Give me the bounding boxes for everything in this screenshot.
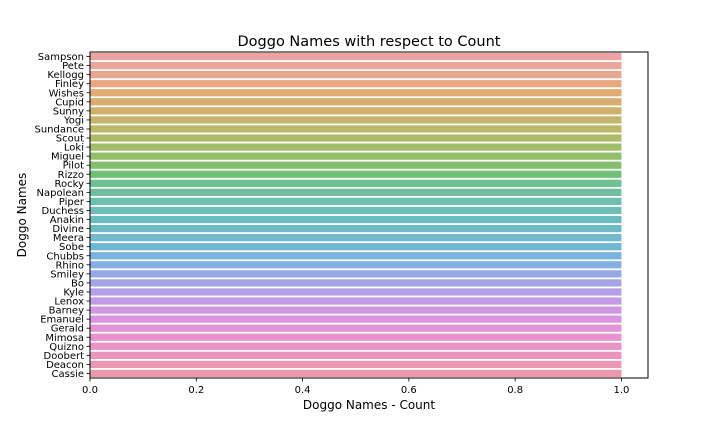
y-tick-label: Cassie xyxy=(52,369,84,380)
bar-duchess xyxy=(90,206,622,215)
bar-smiley xyxy=(90,270,622,278)
y-tick-label: Miguel xyxy=(51,152,84,163)
y-tick-label: Sundance xyxy=(35,124,85,135)
bar-barney xyxy=(90,306,622,314)
y-tick-label: Mimosa xyxy=(45,333,84,344)
y-tick-label: Kyle xyxy=(63,287,84,298)
bar-scout xyxy=(90,134,622,142)
bar-deacon xyxy=(90,360,622,369)
bar-piper xyxy=(90,197,622,206)
bar-rizzo xyxy=(90,170,622,178)
y-tick-label: Smiley xyxy=(50,269,84,280)
y-tick-label: Rocky xyxy=(55,179,85,190)
y-tick-label: Doobert xyxy=(44,351,85,362)
bar-mimosa xyxy=(90,333,622,341)
y-tick-label: Barney xyxy=(49,306,84,317)
y-tick-label: Bo xyxy=(71,278,84,289)
y-tick-label: Sobe xyxy=(59,242,84,253)
y-axis-label: Doggo Names xyxy=(15,173,29,258)
y-tick-label: Piper xyxy=(59,197,85,208)
bar-chubbs xyxy=(90,252,622,260)
y-tick-label: Scout xyxy=(56,134,84,145)
x-tick-label: 0.6 xyxy=(401,385,417,396)
bar-anakin xyxy=(90,215,622,224)
bar-sundance xyxy=(90,125,622,133)
bar-emanuel xyxy=(90,315,622,323)
y-tick-label: Duchess xyxy=(42,206,84,217)
bar-loki xyxy=(90,143,622,151)
x-tick-label: 0.0 xyxy=(82,385,98,396)
y-tick-label: Divine xyxy=(52,224,84,235)
bars-group xyxy=(90,52,622,378)
bar-bo xyxy=(90,279,622,287)
y-tick-label: Rhino xyxy=(55,260,84,271)
bar-lenox xyxy=(90,297,622,305)
y-tick-label: Quizno xyxy=(49,342,84,353)
y-tick-label: Anakin xyxy=(50,215,84,226)
bar-cupid xyxy=(90,98,622,106)
y-tick-label: Pilot xyxy=(63,161,84,172)
y-tick-label: Loki xyxy=(64,143,84,154)
y-tick-label: Emanuel xyxy=(40,315,84,326)
bar-gerald xyxy=(90,324,622,332)
y-tick-label: Finley xyxy=(55,79,84,90)
bar-yogi xyxy=(90,116,622,124)
x-tick-label: 0.8 xyxy=(507,385,523,396)
y-tick-label: Kellogg xyxy=(47,70,84,81)
bar-sobe xyxy=(90,243,622,251)
bar-napolean xyxy=(90,188,622,196)
x-axis-ticks: 0.0 0.2 0.4 0.6 0.8 1.0 xyxy=(82,378,629,396)
y-tick-label: Wishes xyxy=(49,88,84,99)
y-tick-label: Rizzo xyxy=(58,170,84,181)
bar-cassie xyxy=(90,369,622,378)
y-tick-label: Sampson xyxy=(38,52,84,63)
y-tick-label: Yogi xyxy=(63,115,84,126)
bar-meera xyxy=(90,234,622,242)
x-axis-label: Doggo Names - Count xyxy=(303,398,436,412)
y-tick-label: Cupid xyxy=(55,97,84,108)
chart-title: Doggo Names with respect to Count xyxy=(238,34,501,50)
y-tick-label: Chubbs xyxy=(46,251,84,262)
y-tick-label: Napolean xyxy=(37,188,84,199)
y-tick-label: Gerald xyxy=(51,324,84,335)
x-tick-label: 1.0 xyxy=(613,385,629,396)
x-tick-label: 0.4 xyxy=(295,385,311,396)
y-tick-label: Sunny xyxy=(53,106,84,117)
y-tick-label: Deacon xyxy=(46,360,84,371)
bar-quizno xyxy=(90,342,622,350)
bar-rhino xyxy=(90,261,622,269)
bar-finley xyxy=(90,80,622,88)
bar-pete xyxy=(90,61,622,70)
bar-miguel xyxy=(90,152,622,160)
y-tick-label: Lenox xyxy=(54,297,84,308)
y-tick-label: Meera xyxy=(53,233,84,244)
bar-sunny xyxy=(90,107,622,115)
bar-sampson xyxy=(90,52,622,61)
plot-frame xyxy=(89,51,649,379)
bar-doobert xyxy=(90,351,622,359)
bar-kyle xyxy=(90,288,622,296)
y-tick-label: Pete xyxy=(62,61,84,72)
x-tick-label: 0.2 xyxy=(188,385,204,396)
bar-pilot xyxy=(90,161,622,169)
y-axis-ticks: SampsonPeteKelloggFinleyWishesCupidSunny… xyxy=(35,52,90,380)
bar-kellogg xyxy=(90,71,622,79)
bar-wishes xyxy=(90,89,622,97)
bar-divine xyxy=(90,224,622,233)
bar-rocky xyxy=(90,179,622,187)
